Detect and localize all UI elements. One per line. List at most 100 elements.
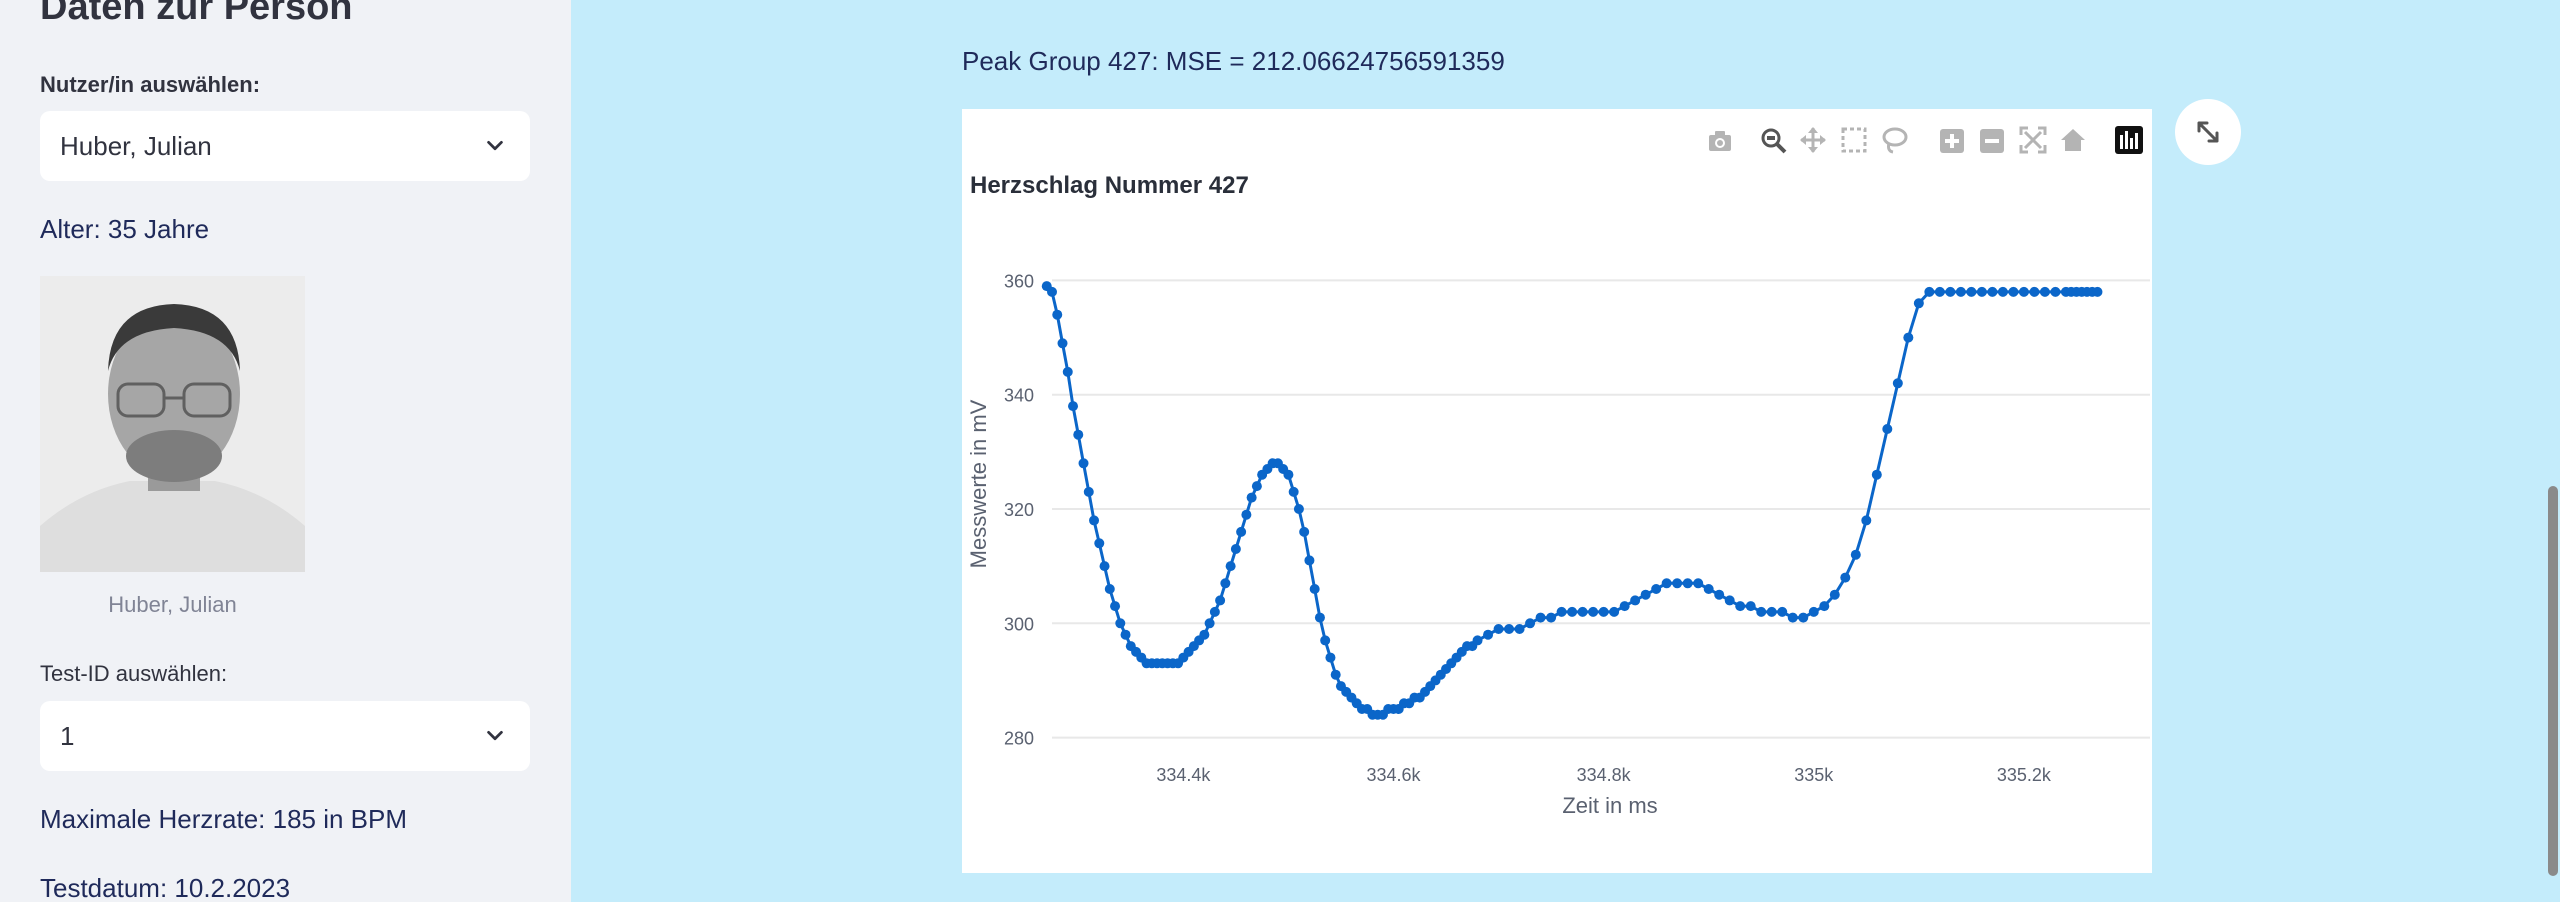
data-point[interactable] <box>2039 286 2050 297</box>
data-point[interactable] <box>1651 584 1662 594</box>
data-point[interactable] <box>1693 578 1704 589</box>
data-point[interactable] <box>2018 286 2029 297</box>
data-point[interactable] <box>1220 578 1231 589</box>
test-select[interactable]: 1 <box>40 701 530 771</box>
data-point[interactable] <box>1293 504 1304 514</box>
pan-icon[interactable] <box>1800 127 1826 153</box>
data-point[interactable] <box>1330 669 1341 680</box>
data-point[interactable] <box>1598 606 1609 617</box>
data-point[interactable] <box>1756 606 1767 617</box>
data-point[interactable] <box>1089 515 1100 526</box>
page-scrollbar[interactable] <box>2548 486 2558 876</box>
reset-axes-icon[interactable] <box>2061 129 2085 151</box>
data-point[interactable] <box>1094 538 1105 549</box>
data-point[interactable] <box>1703 584 1714 594</box>
zoom-icon[interactable] <box>1761 128 1787 154</box>
data-point[interactable] <box>1556 606 1567 617</box>
data-point[interactable] <box>2029 286 2040 297</box>
data-point[interactable] <box>1913 298 1924 309</box>
data-point[interactable] <box>1241 509 1252 520</box>
data-point[interactable] <box>1871 469 1882 480</box>
data-point[interactable] <box>1987 286 1998 297</box>
data-point[interactable] <box>1808 606 1819 617</box>
data-point[interactable] <box>1068 401 1079 412</box>
data-point[interactable] <box>2050 286 2061 297</box>
data-point[interactable] <box>1966 286 1977 297</box>
data-point[interactable] <box>1955 286 1966 297</box>
data-point[interactable] <box>1640 589 1651 600</box>
data-point[interactable] <box>1672 578 1683 589</box>
data-point[interactable] <box>1104 584 1115 594</box>
data-point[interactable] <box>1483 629 1494 640</box>
data-point[interactable] <box>1514 624 1525 634</box>
data-point[interactable] <box>1047 286 1057 297</box>
data-point[interactable] <box>1609 606 1620 617</box>
data-point[interactable] <box>1204 618 1215 629</box>
data-point[interactable] <box>1840 572 1851 583</box>
data-point[interactable] <box>1934 286 1945 297</box>
data-point[interactable] <box>1525 618 1536 629</box>
data-point[interactable] <box>1493 624 1504 634</box>
data-point[interactable] <box>1577 606 1588 617</box>
data-point[interactable] <box>1892 378 1903 389</box>
data-point[interactable] <box>1052 309 1063 320</box>
data-point[interactable] <box>1714 589 1725 600</box>
data-point[interactable] <box>1099 561 1110 572</box>
data-point[interactable] <box>1997 286 2008 297</box>
data-point[interactable] <box>1882 424 1893 434</box>
data-point[interactable] <box>1787 612 1798 623</box>
data-point[interactable] <box>1215 595 1226 606</box>
autoscale-icon[interactable] <box>2019 126 2047 154</box>
user-select[interactable]: Huber, Julian <box>40 111 530 181</box>
data-point[interactable] <box>1225 561 1236 572</box>
data-point[interactable] <box>1766 606 1777 617</box>
data-point[interactable] <box>1120 629 1131 640</box>
data-point[interactable] <box>1745 601 1756 612</box>
data-point[interactable] <box>1288 486 1299 497</box>
data-point[interactable] <box>1320 635 1331 646</box>
data-point[interactable] <box>1209 606 1220 617</box>
data-point[interactable] <box>1945 286 1956 297</box>
zoom-in-icon[interactable] <box>1940 129 1964 153</box>
data-point[interactable] <box>1325 652 1336 663</box>
data-point[interactable] <box>1246 492 1257 503</box>
data-point[interactable] <box>1230 544 1241 554</box>
data-point[interactable] <box>1309 584 1320 594</box>
data-point[interactable] <box>1304 555 1315 566</box>
data-point[interactable] <box>1567 606 1578 617</box>
data-point[interactable] <box>1073 429 1084 440</box>
lasso-select-icon[interactable] <box>1882 127 1908 154</box>
data-point[interactable] <box>1299 526 1310 537</box>
data-point[interactable] <box>1976 286 1987 297</box>
fullscreen-button[interactable] <box>2175 99 2241 165</box>
data-point[interactable] <box>1903 332 1914 343</box>
data-point[interactable] <box>1504 624 1515 634</box>
data-point[interactable] <box>1588 606 1599 617</box>
data-point[interactable] <box>1199 629 1210 640</box>
data-point[interactable] <box>1850 549 1861 560</box>
data-point[interactable] <box>1546 612 1557 623</box>
data-point[interactable] <box>1251 481 1262 492</box>
data-point[interactable] <box>1630 595 1641 606</box>
data-point[interactable] <box>1724 595 1735 606</box>
data-point[interactable] <box>1829 589 1840 600</box>
data-point[interactable] <box>2008 286 2019 297</box>
data-point[interactable] <box>1057 338 1068 349</box>
data-point[interactable] <box>1472 635 1483 646</box>
zoom-out-icon[interactable] <box>1980 129 2004 153</box>
data-point[interactable] <box>1314 612 1325 623</box>
data-point[interactable] <box>1283 469 1294 480</box>
data-point[interactable] <box>1861 515 1872 526</box>
data-point[interactable] <box>1735 601 1746 612</box>
data-point[interactable] <box>1115 618 1126 629</box>
data-point[interactable] <box>1083 486 1094 497</box>
data-point[interactable] <box>1078 458 1089 469</box>
data-point[interactable] <box>1535 612 1546 623</box>
data-point[interactable] <box>1062 366 1073 377</box>
data-point[interactable] <box>1924 286 1935 297</box>
data-point[interactable] <box>1110 601 1121 612</box>
data-point[interactable] <box>2092 286 2103 297</box>
data-point[interactable] <box>1661 578 1672 589</box>
data-point[interactable] <box>1798 612 1809 623</box>
data-point[interactable] <box>1236 526 1247 537</box>
